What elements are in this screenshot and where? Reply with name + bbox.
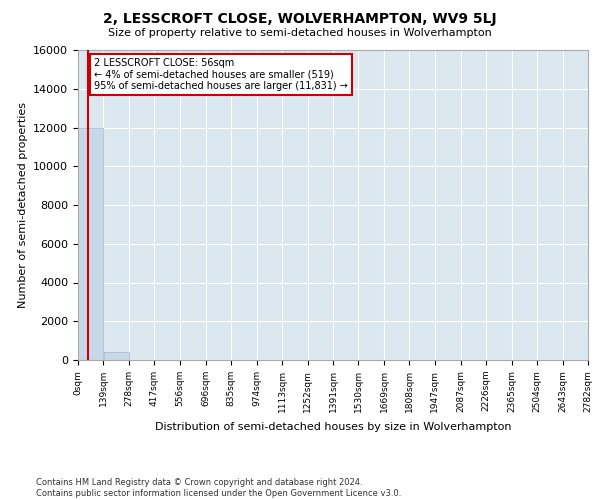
Text: 2, LESSCROFT CLOSE, WOLVERHAMPTON, WV9 5LJ: 2, LESSCROFT CLOSE, WOLVERHAMPTON, WV9 5… (103, 12, 497, 26)
Text: Contains HM Land Registry data © Crown copyright and database right 2024.
Contai: Contains HM Land Registry data © Crown c… (36, 478, 401, 498)
Bar (78, 128, 103, 360)
Text: 2 LESSCROFT CLOSE: 56sqm
← 4% of semi-detached houses are smaller (519)
95% of s: 2 LESSCROFT CLOSE: 56sqm ← 4% of semi-de… (94, 58, 347, 91)
Bar (104, 352, 129, 360)
Text: Size of property relative to semi-detached houses in Wolverhampton: Size of property relative to semi-detach… (108, 28, 492, 38)
Y-axis label: Number of semi-detached properties: Number of semi-detached properties (17, 102, 28, 308)
Text: Distribution of semi-detached houses by size in Wolverhampton: Distribution of semi-detached houses by … (155, 422, 511, 432)
